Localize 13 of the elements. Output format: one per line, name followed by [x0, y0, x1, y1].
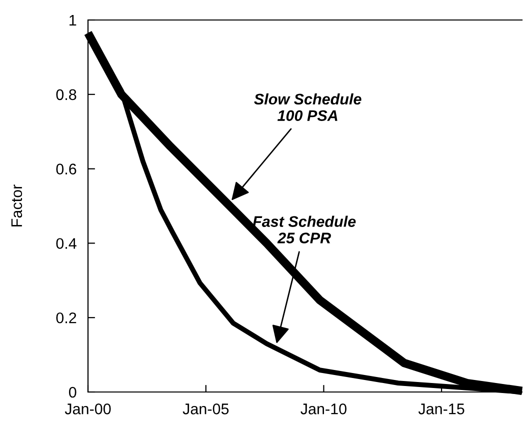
y-tick-label: 1 — [70, 15, 76, 26]
x-tick-label: Jan-10 — [300, 404, 346, 414]
y-tick-label: 0.4 — [56, 238, 76, 249]
y-axis-title: Factor — [11, 184, 22, 226]
y-tick-label: 0.2 — [56, 312, 76, 324]
y-tick-label: 0 — [68, 386, 76, 398]
y-tick-label: 0.6 — [56, 164, 76, 174]
annotation: Fast Schedule 25 CPR — [252, 216, 356, 244]
x-tick-label: Jan-00 — [64, 404, 111, 414]
x-tick-label: Jan-15 — [418, 404, 464, 414]
x-tick-label: Jan-05 — [182, 404, 229, 414]
y-tick-label: 0.8 — [56, 89, 76, 100]
annotation: Slow Schedule 100 PSA — [254, 93, 362, 122]
